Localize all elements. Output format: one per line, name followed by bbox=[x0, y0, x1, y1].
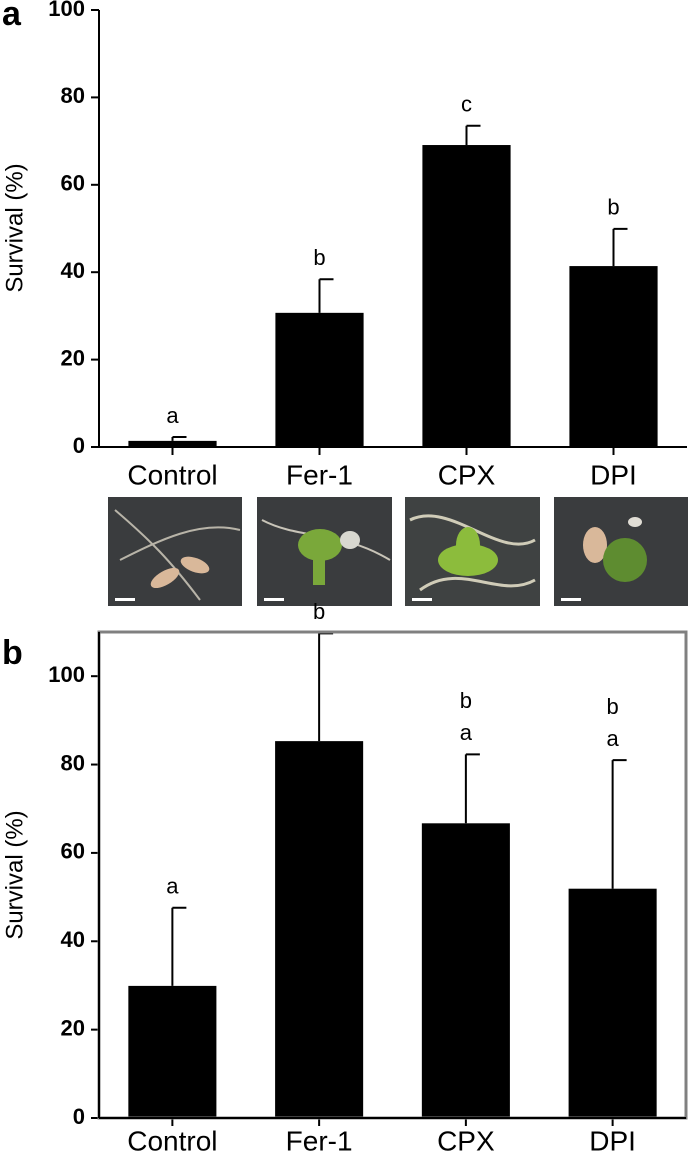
significance-letter: b bbox=[607, 694, 619, 719]
error-bar bbox=[464, 753, 480, 824]
significance-letter: b bbox=[607, 195, 619, 220]
x-tick-label: Control bbox=[127, 1125, 217, 1156]
y-tick-label: 0 bbox=[73, 1104, 85, 1129]
y-tick-label: 80 bbox=[61, 83, 85, 108]
error-bar bbox=[318, 278, 334, 313]
significance-letter: b bbox=[313, 599, 325, 624]
significance-letter: a bbox=[460, 720, 473, 745]
x-tick-label: CPX bbox=[437, 1125, 495, 1156]
x-tick-label: DPI bbox=[590, 459, 637, 490]
panel-label: b bbox=[2, 634, 23, 672]
y-tick-label: 60 bbox=[61, 171, 85, 196]
y-tick-label: 60 bbox=[61, 839, 85, 864]
y-axis-label: Survival (%) bbox=[1, 163, 28, 292]
photo bbox=[554, 497, 688, 606]
error-bar bbox=[171, 435, 187, 441]
bar bbox=[275, 312, 364, 447]
x-tick-label: CPX bbox=[438, 459, 496, 490]
y-tick-label: 100 bbox=[48, 0, 85, 21]
y-tick-label: 0 bbox=[73, 433, 85, 458]
y-tick-label: 80 bbox=[61, 750, 85, 775]
photo-strip bbox=[108, 497, 688, 606]
x-tick-label: Fer-1 bbox=[286, 1125, 353, 1156]
bar bbox=[569, 266, 658, 447]
bar bbox=[421, 823, 510, 1118]
bar bbox=[128, 440, 217, 447]
error-bar bbox=[612, 227, 628, 267]
error-bar bbox=[318, 632, 334, 742]
x-tick-label: Control bbox=[127, 459, 217, 490]
x-tick-label: DPI bbox=[589, 1125, 636, 1156]
y-tick-label: 40 bbox=[61, 258, 85, 283]
photo bbox=[108, 497, 242, 606]
significance-letter: a bbox=[166, 403, 179, 428]
chart: b Survival (%) 0 20 40 60 80 100 Control a Fer-1 b C… bbox=[1, 599, 688, 1156]
y-tick-label: 20 bbox=[61, 1015, 85, 1040]
error-bar bbox=[611, 759, 627, 889]
significance-letter: b bbox=[460, 688, 472, 713]
y-tick-label: 40 bbox=[61, 927, 85, 952]
y-axis-label: Survival (%) bbox=[1, 810, 28, 939]
bar bbox=[128, 985, 217, 1118]
significance-letter: a bbox=[607, 726, 620, 751]
bar bbox=[422, 145, 511, 447]
y-tick-label: 20 bbox=[61, 345, 85, 370]
chart: a Survival (%) 0 20 40 60 80 100 Control a Fer-1 b C… bbox=[1, 0, 687, 490]
significance-letter: c bbox=[461, 92, 472, 117]
significance-letter: a bbox=[166, 874, 179, 899]
photo bbox=[257, 497, 392, 606]
bar bbox=[568, 888, 657, 1118]
photo bbox=[405, 497, 540, 606]
y-tick-label: 100 bbox=[48, 662, 85, 687]
bar bbox=[275, 741, 364, 1118]
x-tick-label: Fer-1 bbox=[286, 459, 353, 490]
significance-letter: b bbox=[313, 245, 325, 270]
error-bar bbox=[171, 906, 187, 986]
panel-label: a bbox=[2, 0, 22, 33]
error-bar bbox=[465, 124, 481, 146]
